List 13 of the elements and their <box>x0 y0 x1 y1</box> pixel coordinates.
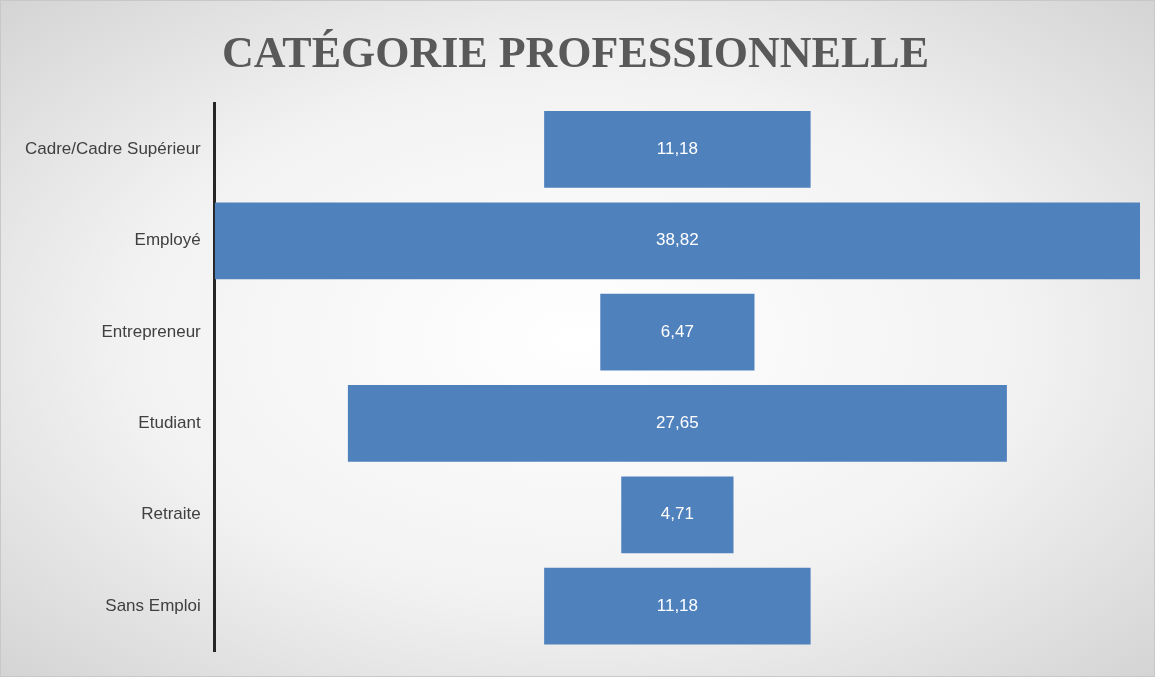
data-label: 11,18 <box>656 595 699 615</box>
text: CATÉGORIE PROFESSIONNELLE <box>221 27 930 77</box>
category-label: Sans Emploi <box>105 595 201 615</box>
data-label: 4,71 <box>660 504 694 524</box>
category-label: Entrepreneur <box>101 321 202 341</box>
category-label: Cadre/Cadre Supérieur <box>25 139 202 159</box>
data-label: 6,47 <box>660 321 694 341</box>
data-label: 11,18 <box>656 139 699 159</box>
data-label: 27,65 <box>656 413 699 433</box>
category-label: Employé <box>134 230 201 250</box>
category-label: Etudiant <box>138 413 202 433</box>
category-label: Retraite <box>141 504 201 524</box>
data-label: 38,82 <box>656 230 699 250</box>
